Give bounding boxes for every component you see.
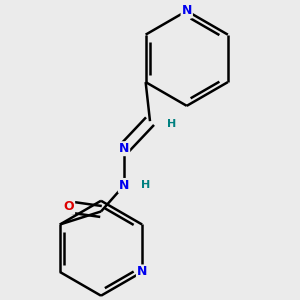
Text: N: N — [119, 179, 129, 192]
Text: N: N — [137, 266, 147, 278]
Text: N: N — [119, 142, 129, 155]
Text: H: H — [167, 119, 176, 129]
Text: N: N — [182, 4, 192, 17]
Text: O: O — [64, 200, 74, 213]
Text: H: H — [141, 181, 150, 190]
